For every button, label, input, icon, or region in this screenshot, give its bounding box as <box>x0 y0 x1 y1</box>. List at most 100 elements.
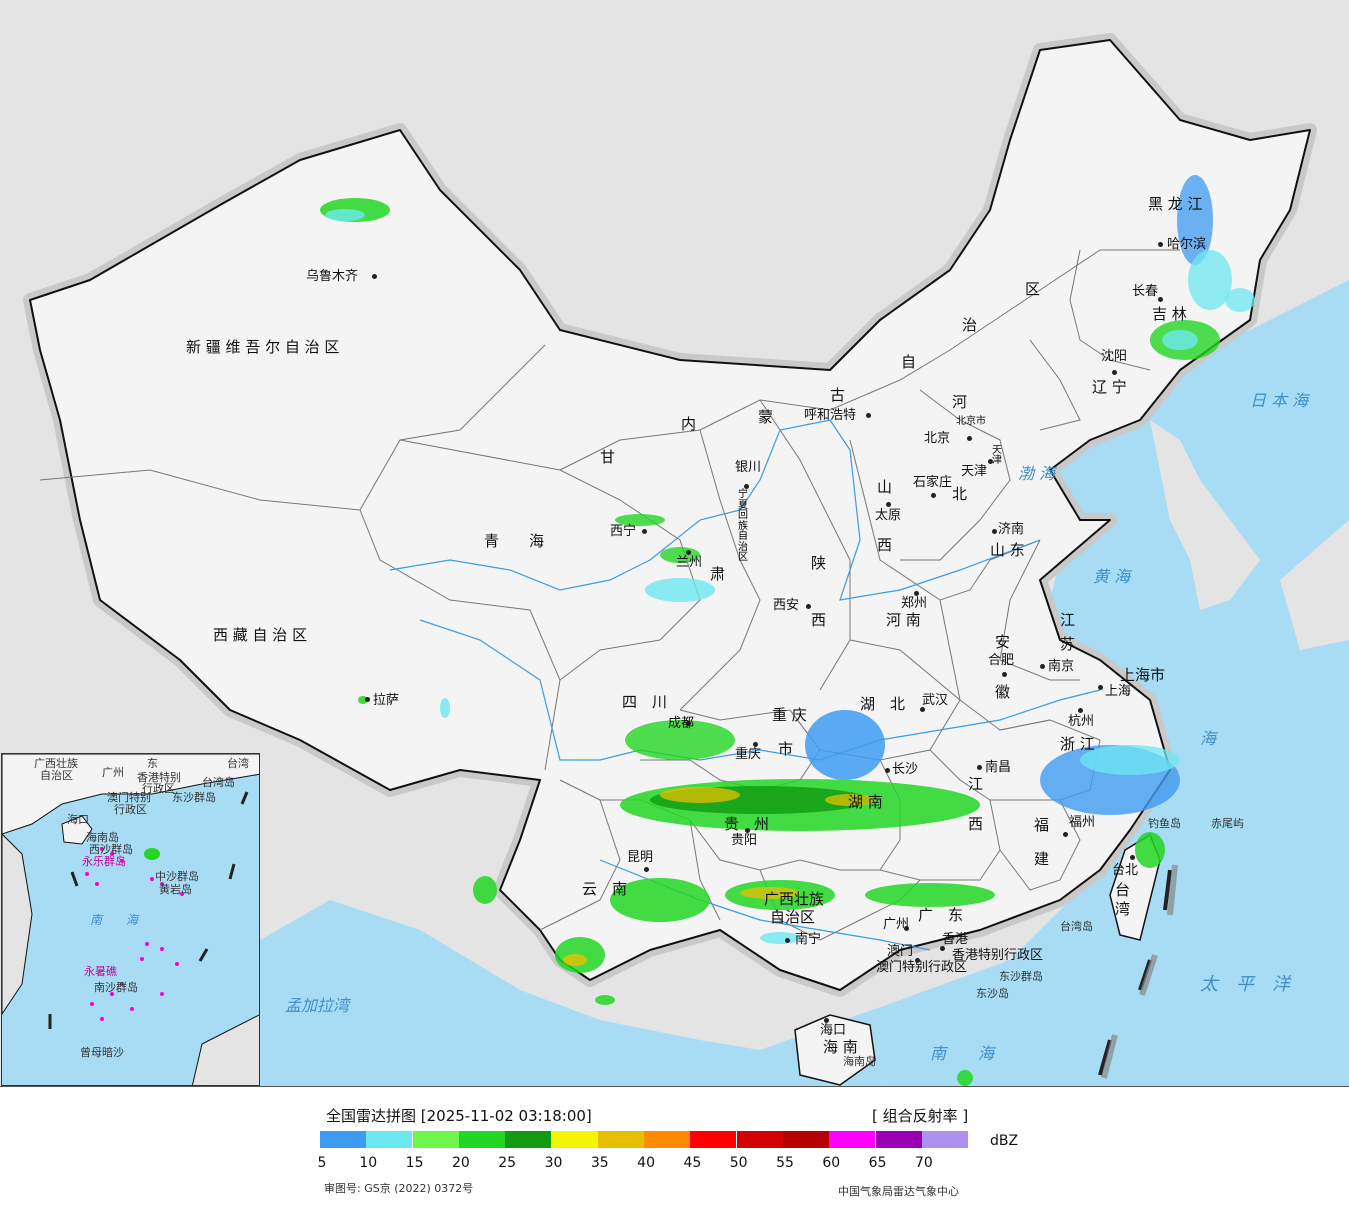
province-qinghai: 青 海 <box>484 532 545 550</box>
color-swatch <box>921 1131 968 1148</box>
color-swatch <box>320 1131 366 1148</box>
scale-tick-label: 5 <box>317 1155 327 1171</box>
city-dot-changchun <box>1158 297 1163 302</box>
inset-guangxi-2: 自治区 <box>40 769 73 782</box>
province-neimeng-1: 内 <box>681 415 697 433</box>
province-shaanxi-1: 陕 <box>811 554 827 572</box>
island-dongsha: 东沙群岛 <box>999 970 1043 983</box>
city-dot-shenyang <box>1112 370 1117 375</box>
city-changsha: 长沙 <box>892 762 919 777</box>
inset-nanhai: 南 海 <box>90 913 139 927</box>
city-dot-hohhot <box>866 413 871 418</box>
province-neimeng-4: 自 <box>901 353 917 371</box>
city-nanning: 南宁 <box>795 932 822 947</box>
scale-tick-label: 60 <box>822 1155 841 1171</box>
city-xian: 西安 <box>773 598 800 613</box>
province-liaoning: 辽 宁 <box>1092 378 1127 396</box>
city-guiyang: 贵阳 <box>731 833 758 848</box>
city-dot-beijing <box>967 436 972 441</box>
island-dongshadao: 东沙岛 <box>976 987 1009 1000</box>
gray-dashes <box>1101 864 1178 1079</box>
city-jinan: 济南 <box>998 522 1025 537</box>
province-neimeng-5: 治 <box>962 316 978 334</box>
legend-title: 全国雷达拼图 [2025-11-02 03:18:00] <box>326 1107 592 1125</box>
city-nanjing: 南京 <box>1048 659 1075 674</box>
sea-nanhai: 南 海 <box>930 1044 995 1063</box>
city-dot-kunming <box>644 867 649 872</box>
inset-haikou: 海口 <box>67 813 89 826</box>
hainan-island <box>794 1014 876 1086</box>
sea-huanghai: 黄 海 <box>1093 567 1131 586</box>
province-jiangsu-1: 江 <box>1060 611 1076 629</box>
province-henan: 河 南 <box>886 611 921 629</box>
city-dot-nanchang <box>977 765 982 770</box>
province-yunnan: 云 南 <box>582 880 628 898</box>
province-guizhou: 贵 州 <box>724 815 770 833</box>
city-dot-tianjin <box>988 459 993 464</box>
map-approval-number: 审图号: GS京 (2022) 0372号 <box>324 1182 474 1195</box>
city-chongqingc: 重庆 <box>735 747 762 762</box>
city-dot-hefei <box>1002 672 1007 677</box>
province-shanghai: 上海市 <box>1120 666 1166 684</box>
city-dot-shijiazhuang <box>931 493 936 498</box>
city-dot-taibei <box>1130 855 1135 860</box>
inset-xianggang: 香港特别 <box>137 771 181 784</box>
sea-mengjiala: 孟加拉湾 <box>285 996 350 1015</box>
inset-yongshu: 永暑礁 <box>84 965 117 978</box>
scale-tick-label: 45 <box>683 1155 702 1171</box>
city-tianjin-2: 天津 <box>992 445 1002 466</box>
city-dot-guangzhou <box>904 926 909 931</box>
inset-xianggang-2: 行政区 <box>142 782 175 795</box>
province-shandong: 山 东 <box>990 541 1025 559</box>
color-swatch <box>597 1131 644 1148</box>
scale-tick-label: 25 <box>498 1155 517 1171</box>
color-swatch <box>736 1131 783 1148</box>
province-hebei-2: 北 <box>952 485 968 503</box>
scale-tick-label: 30 <box>544 1155 563 1171</box>
province-jiangxi-1: 江 <box>968 775 984 793</box>
color-swatch <box>412 1131 459 1148</box>
city-dot-fuzhou <box>1063 832 1068 837</box>
china-land <box>29 39 1311 991</box>
city-chengdu: 成都 <box>668 716 695 731</box>
province-guangxi-2: 自治区 <box>770 908 816 926</box>
inset-xisha: 西沙群岛 <box>89 843 133 856</box>
province-neimeng-3: 古 <box>830 386 846 404</box>
inset-huangyan: 黄岩岛 <box>159 883 192 896</box>
province-taiwan-1: 台 <box>1115 881 1131 899</box>
province-neimeng-2: 蒙 <box>758 408 774 426</box>
inset-dongsha: 东沙群岛 <box>172 791 216 804</box>
city-changchun: 长春 <box>1132 284 1159 299</box>
inset-aomen: 澳门特别 <box>107 791 151 804</box>
city-dot-guiyang <box>745 828 750 833</box>
province-ningxia: 宁夏回族自治区 <box>738 489 748 563</box>
city-dot-xianggang <box>940 946 945 951</box>
inset-geometry <box>2 754 259 1085</box>
province-heilongjiang: 黑 龙 江 <box>1148 195 1203 213</box>
color-swatch <box>551 1131 598 1148</box>
province-shanxi-2: 西 <box>877 536 893 554</box>
scale-tick-label: 65 <box>868 1155 887 1171</box>
province-xinjiang: 新 疆 维 吾 尔 自 治 区 <box>186 338 340 356</box>
publisher: 中国气象局雷达气象中心 <box>838 1185 959 1198</box>
province-zhejiang: 浙 江 <box>1060 735 1095 753</box>
inset-zengmu: 曾母暗沙 <box>80 1046 124 1059</box>
island-chiwei: 赤尾屿 <box>1211 817 1244 830</box>
inset-aomen-2: 行政区 <box>114 803 147 816</box>
scale-tick-label: 35 <box>590 1155 609 1171</box>
city-xianggang: 香港 <box>942 932 969 947</box>
city-lanzhou: 兰州 <box>676 555 703 570</box>
city-dot-lanzhou <box>686 550 691 555</box>
island-diaoyu: 钓鱼岛 <box>1148 817 1181 830</box>
city-dot-yinchuan <box>744 484 749 489</box>
province-guangdong: 广 东 <box>918 906 964 924</box>
province-guangxi-1: 广西壮族 <box>764 890 825 908</box>
city-beijing: 北京 <box>924 431 951 446</box>
island-hainandao: 海南岛 <box>843 1055 876 1068</box>
color-swatch <box>829 1131 876 1148</box>
sea-donghai: 海 <box>1200 729 1217 748</box>
province-chongqing-1: 重 庆 <box>772 706 807 724</box>
city-dot-nanjing <box>1040 664 1045 669</box>
province-gansu: 甘 <box>600 448 616 466</box>
city-dot-harbin <box>1158 242 1163 247</box>
